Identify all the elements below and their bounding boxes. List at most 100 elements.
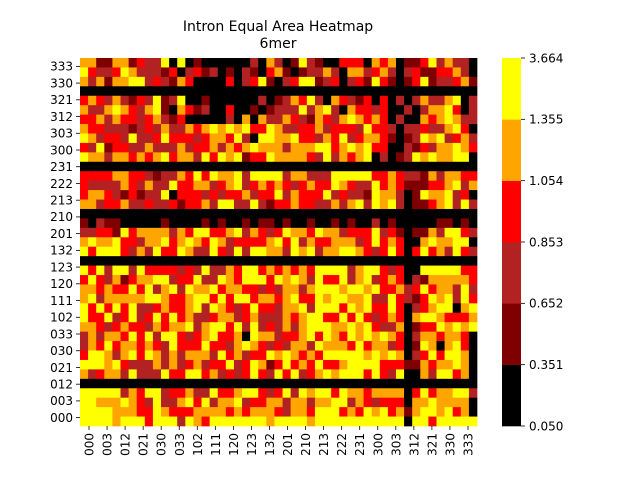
- heatmap-cell: [209, 124, 219, 134]
- heatmap-cell: [395, 218, 405, 229]
- heatmap-cell: [169, 208, 178, 219]
- heatmap-cell: [444, 152, 454, 163]
- heatmap-cell: [363, 341, 373, 351]
- heatmap-cell: [306, 341, 316, 351]
- heatmap-cell: [363, 208, 373, 219]
- heatmap-cell: [412, 76, 421, 87]
- heatmap-cell: [379, 256, 389, 266]
- heatmap-cell: [250, 237, 259, 248]
- heatmap-cell: [323, 227, 332, 238]
- heatmap-cell: [209, 208, 219, 219]
- heatmap-cell: [233, 67, 243, 78]
- heatmap-cell: [88, 114, 97, 125]
- heatmap-cell: [193, 142, 202, 153]
- heatmap-cell: [258, 312, 267, 323]
- heatmap-cell: [161, 67, 170, 78]
- heatmap-cell: [88, 331, 97, 342]
- heatmap-cell: [363, 303, 373, 314]
- y-tick-label: 330: [50, 76, 73, 90]
- heatmap-cell: [331, 171, 340, 182]
- heatmap-cell: [201, 171, 210, 182]
- heatmap-cell: [201, 190, 210, 200]
- heatmap-cell: [428, 350, 437, 361]
- heatmap-cell: [144, 407, 154, 417]
- heatmap-cell: [323, 416, 332, 427]
- heatmap-cell: [428, 171, 437, 182]
- heatmap-cell: [80, 312, 89, 323]
- heatmap-cell: [152, 152, 162, 163]
- heatmap-cell: [306, 322, 316, 332]
- heatmap-cell: [225, 152, 235, 163]
- heatmap-cell: [412, 397, 421, 408]
- heatmap-cell: [209, 359, 219, 370]
- heatmap-cell: [282, 265, 292, 276]
- heatmap-cell: [258, 275, 267, 285]
- heatmap-cell: [128, 124, 138, 134]
- heatmap-cell: [314, 124, 324, 134]
- heatmap-cell: [112, 359, 121, 370]
- heatmap-cell: [298, 331, 308, 342]
- heatmap-cell: [128, 388, 138, 399]
- heatmap-cell: [233, 397, 243, 408]
- heatmap-cell: [88, 341, 97, 351]
- heatmap-cell: [266, 133, 275, 144]
- heatmap-cell: [371, 397, 381, 408]
- heatmap-cell: [201, 161, 210, 172]
- heatmap-cell: [420, 312, 429, 323]
- heatmap-cell: [314, 397, 324, 408]
- y-tick-label: 132: [50, 244, 73, 258]
- heatmap-cell: [347, 312, 356, 323]
- heatmap-cell: [428, 133, 437, 144]
- heatmap-cell: [266, 284, 275, 295]
- heatmap-cell: [363, 190, 373, 200]
- heatmap-cell: [452, 312, 462, 323]
- heatmap-cell: [274, 331, 283, 342]
- heatmap-cell: [201, 303, 210, 314]
- heatmap-cell: [144, 256, 154, 266]
- heatmap-cell: [395, 378, 405, 389]
- heatmap-cell: [144, 378, 154, 389]
- heatmap-cell: [363, 331, 373, 342]
- heatmap-cell: [209, 275, 219, 285]
- heatmap-cell: [177, 86, 186, 97]
- heatmap-cell: [128, 180, 138, 191]
- heatmap-cell: [323, 312, 332, 323]
- heatmap-cell: [412, 95, 421, 106]
- heatmap-cell: [306, 275, 316, 285]
- heatmap-cell: [404, 284, 413, 295]
- heatmap-cell: [379, 171, 389, 182]
- heatmap-cell: [120, 95, 129, 106]
- heatmap-cell: [80, 199, 89, 210]
- heatmap-cell: [282, 397, 292, 408]
- colorbar-tick-label: 3.664: [529, 51, 563, 65]
- heatmap-cell: [128, 95, 138, 106]
- heatmap-cell: [136, 284, 146, 295]
- heatmap-cell: [250, 397, 259, 408]
- heatmap-cell: [363, 142, 373, 153]
- heatmap-cell: [460, 341, 470, 351]
- heatmap-cell: [217, 218, 227, 229]
- heatmap-cell: [225, 350, 235, 361]
- heatmap-cell: [266, 190, 275, 200]
- heatmap-cell: [185, 265, 194, 276]
- heatmap-cell: [209, 142, 219, 153]
- heatmap-cell: [80, 237, 89, 248]
- heatmap-cell: [290, 218, 300, 229]
- heatmap-cell: [88, 407, 97, 417]
- heatmap-cell: [104, 171, 113, 182]
- heatmap-cell: [347, 359, 356, 370]
- heatmap-cell: [282, 303, 292, 314]
- heatmap-cell: [128, 312, 138, 323]
- heatmap-cell: [452, 256, 462, 266]
- heatmap-cell: [185, 350, 194, 361]
- heatmap-cell: [225, 293, 235, 304]
- heatmap-cell: [136, 124, 146, 134]
- y-axis-ticks: 3333303213123033002312222132102011321231…: [50, 60, 80, 425]
- heatmap-cell: [250, 133, 259, 144]
- heatmap-cell: [314, 369, 324, 380]
- heatmap-cell: [242, 114, 251, 125]
- heatmap-cell: [306, 369, 316, 380]
- heatmap-cell: [185, 190, 194, 200]
- heatmap-cell: [185, 341, 194, 351]
- heatmap-cell: [274, 142, 283, 153]
